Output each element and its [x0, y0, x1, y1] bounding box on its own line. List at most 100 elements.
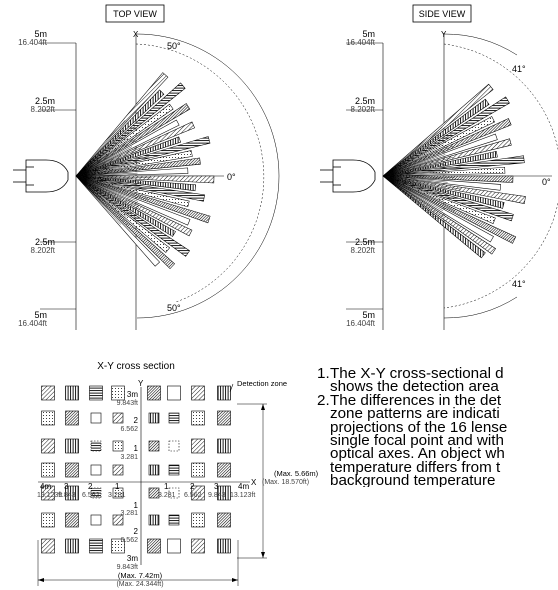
top-view-far2-ft: 16.404ft: [18, 319, 48, 328]
top-view-sensor: [13, 159, 69, 193]
detection-zone: [65, 385, 79, 401]
h-dim-arrow-right: [232, 578, 238, 582]
top-view-mid2-ft: 8.202ft: [31, 246, 56, 255]
lens-beam: [382, 175, 526, 204]
lens-beam: [382, 175, 496, 224]
lens-beam-axis: [382, 166, 461, 177]
lens-beam-axis: [382, 134, 441, 177]
side-view-range-arc-outer: [443, 33, 518, 56]
detection-zone: [148, 514, 160, 526]
top-view-title-box: [105, 4, 165, 23]
lens-beam-axis: [75, 175, 130, 226]
ym3-ft-label: 9.843ft: [117, 564, 138, 571]
detection-zone: [167, 538, 181, 554]
detection-zone: [191, 385, 205, 401]
detection-zone-label: Detection zone: [237, 379, 287, 388]
lens-beam: [382, 175, 505, 209]
lens-beam: [75, 175, 176, 237]
detection-zone: [41, 385, 55, 401]
top-view-far2-m: 5m: [34, 310, 47, 320]
lens-beam: [75, 175, 191, 226]
detection-zone: [41, 438, 55, 454]
lens-beam-axis: [75, 163, 140, 177]
lens-beam-axis: [382, 154, 446, 177]
top-view-mid-ft: 8.202ft: [31, 105, 56, 114]
detection-zone: [191, 462, 205, 478]
lens-beam: [75, 121, 195, 177]
detection-zone: [65, 438, 79, 454]
lens-beam-axis: [75, 172, 138, 177]
lens-beam-axis: [75, 175, 131, 209]
top-view-range-arc-outer: [136, 33, 280, 319]
lens-beam-axis: [382, 175, 448, 183]
ym2-ft-label: 6.562: [120, 537, 138, 544]
v-dim-arrow-bottom: [261, 552, 265, 558]
side-view-y-axis-label: Y: [441, 30, 447, 39]
detection-zone: [167, 385, 181, 401]
note-text: The differences in the det zone patterns…: [330, 391, 508, 487]
detection-zone: [168, 514, 180, 526]
lens-beam: [75, 167, 189, 177]
lens-beam: [75, 175, 190, 208]
v-dim-ft: (Max. 18.570ft): [262, 479, 309, 486]
xl2-ft-label: 6.562: [82, 492, 100, 499]
lens-beam: [75, 175, 193, 237]
detection-zone: [148, 487, 160, 499]
detection-zone: [217, 438, 231, 454]
lens-beam: [382, 166, 506, 177]
lens-beam-axis: [75, 155, 150, 177]
lens-beam-axis: [75, 175, 150, 201]
lens-beam: [75, 175, 215, 184]
detection-zone: [112, 440, 124, 452]
lens-beam: [382, 155, 525, 177]
v-dim-arrow-top: [261, 404, 265, 410]
xr1-label: 1: [164, 482, 169, 491]
h-dim-m: (Max. 7.42m): [118, 571, 163, 580]
detection-zone: [41, 538, 55, 554]
detection-zone: [217, 538, 231, 554]
detection-zone: [191, 438, 205, 454]
detection-zone: [111, 385, 125, 401]
side-view-diagram: SIDE VIEW Y 0° 5m 16.404ft 2.5m 8.202ft …: [320, 4, 558, 330]
xl3-label: 3: [64, 482, 69, 491]
lens-beam: [75, 175, 196, 192]
xl1-ft-label: 3.281: [108, 492, 126, 499]
xl2-label: 2: [88, 482, 93, 491]
lens-beam: [75, 103, 174, 177]
y3-label: 3m: [127, 390, 138, 399]
y2-label: 2: [134, 416, 139, 425]
lens-beam-axis: [382, 175, 450, 193]
detection-zone: [90, 440, 102, 452]
lens-beam-axis: [75, 120, 126, 177]
lens-beam-axis: [382, 175, 456, 212]
h-dim-ft: (Max. 24.344ft): [116, 581, 163, 588]
side-view-far2-m: 5m: [362, 310, 375, 320]
note-text: The X-Y cross-sectional d shows the dete…: [330, 367, 504, 396]
xr1-ft-label: 3.281: [158, 492, 176, 499]
detection-zone: [111, 538, 125, 554]
lens-beam-axis: [382, 175, 445, 201]
side-view-title-box: [412, 4, 472, 23]
top-view-far-ft: 16.404ft: [18, 38, 48, 47]
lens-beam-axis: [382, 134, 452, 177]
detection-zone: [217, 485, 231, 501]
lens-beam: [75, 175, 191, 257]
detection-zone: [191, 410, 205, 426]
side-view-angle-upper: 41°: [512, 64, 526, 74]
lens-beam-axis: [382, 175, 439, 220]
detection-zone: [89, 385, 103, 401]
lens-beam-axis: [75, 175, 127, 217]
lens-beam-axis: [382, 126, 443, 177]
detection-zone: [112, 514, 124, 526]
top-view-title: TOP VIEW: [113, 9, 157, 19]
lens-beam: [382, 98, 490, 177]
lens-beam-axis: [75, 155, 134, 177]
lens-beam: [382, 175, 514, 183]
side-view-title: SIDE VIEW: [419, 9, 466, 19]
detection-zone: [90, 514, 102, 526]
side-view-fan: [382, 83, 526, 259]
detection-zone: [65, 485, 79, 501]
lens-beam: [75, 119, 180, 177]
top-view-mid-m: 2.5m: [35, 96, 55, 106]
side-view-range-arc-lower: [443, 296, 518, 319]
